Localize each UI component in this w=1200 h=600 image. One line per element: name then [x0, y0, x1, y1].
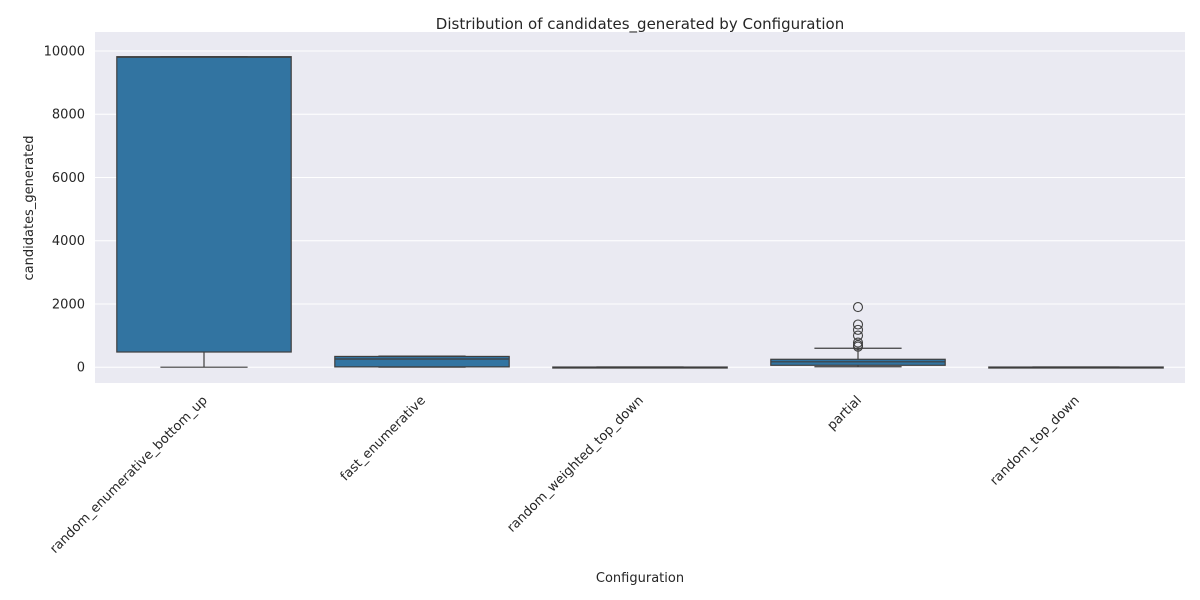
iqr-box	[116, 56, 292, 353]
outlier-point	[852, 330, 864, 341]
x-tick-labels: random_enumerative_bottom_up fast_enumera…	[47, 393, 1083, 557]
chart-title: Distribution of candidates_generated by …	[436, 15, 844, 34]
iqr-box	[334, 355, 510, 368]
box-random_enumerative_bottom_up	[116, 56, 292, 368]
box-partial	[770, 302, 946, 368]
outlier-point	[852, 302, 864, 313]
x-tick-label: fast_enumerative	[338, 393, 429, 484]
y-tick-label: 6000	[52, 171, 85, 186]
boxes-group	[116, 56, 1164, 369]
box-random_weighted_top_down	[552, 366, 728, 369]
y-tick-label: 8000	[52, 108, 85, 123]
x-tick-label: random_weighted_top_down	[504, 393, 646, 535]
box-random_top_down	[988, 366, 1164, 369]
x-tick-label: random_top_down	[988, 393, 1083, 488]
y-tick-labels: 0 2000 4000 6000 8000 10000	[44, 44, 85, 375]
y-tick-label: 4000	[52, 234, 85, 249]
outlier-point	[852, 319, 864, 330]
x-axis-title: Configuration	[596, 571, 684, 586]
outlier-point	[852, 337, 864, 348]
box-fast_enumerative	[334, 355, 510, 368]
y-tick-label: 2000	[52, 297, 85, 312]
y-tick-label: 10000	[44, 44, 85, 59]
y-axis-title: candidates_generated	[22, 136, 37, 281]
outlier-point	[852, 324, 864, 335]
x-tick-label: partial	[825, 393, 865, 433]
y-tick-label: 0	[77, 361, 85, 376]
x-tick-label: random_enumerative_bottom_up	[47, 393, 211, 557]
